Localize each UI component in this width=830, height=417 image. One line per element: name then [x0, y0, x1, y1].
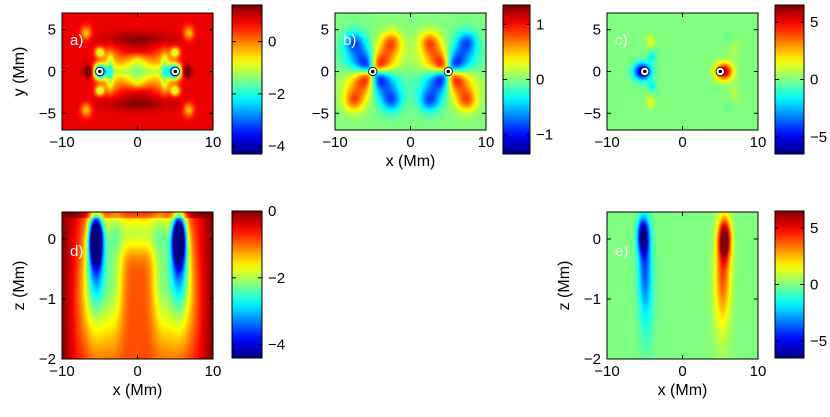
x-tick-label: 0	[406, 134, 414, 151]
y-tick-label: −5	[312, 105, 329, 122]
panel-d: −10 0 10−2−10x (Mm)z (Mm)d)−4−20	[11, 203, 285, 399]
x-tick-label: 10	[478, 134, 495, 151]
x-tick-label: −10	[49, 363, 74, 380]
panel-c: −10 0 10 −5 0 5 c) −5 0 5	[584, 4, 827, 155]
heatmap-c	[607, 13, 758, 130]
y-axis-label: y (Mm)	[11, 47, 28, 97]
colorbar-d	[231, 210, 263, 359]
y-tick-label: −2	[584, 351, 601, 368]
source-marker-core	[446, 69, 451, 74]
colorbar-tick-label: −4	[268, 337, 285, 354]
colorbar-tick-label: −5	[810, 333, 827, 350]
source-marker-core	[173, 69, 178, 74]
colorbar-tick-label: −5	[810, 129, 827, 146]
y-tick-label: 0	[321, 64, 329, 81]
colorbar-tick-label: 0	[268, 34, 276, 51]
y-tick-label: 0	[48, 231, 56, 248]
colorbar-b	[502, 4, 531, 155]
colorbar-tick-label: −1	[536, 127, 553, 144]
colorbar-tick-label: −4	[268, 138, 285, 155]
y-tick-label: 0	[593, 231, 601, 248]
heatmap-b	[335, 13, 486, 130]
heatmap-d	[62, 212, 213, 359]
panel-label: d)	[70, 243, 83, 260]
colorbar-tick-label: 0	[268, 203, 276, 220]
x-tick-label: −10	[322, 134, 347, 151]
x-tick-label: 0	[133, 134, 141, 151]
x-tick-label: 0	[678, 134, 686, 151]
colorbar-tick-label: −2	[268, 270, 285, 287]
x-axis-label: x (Mm)	[113, 382, 163, 399]
heatmap-e	[607, 212, 758, 359]
panel-label: c)	[615, 32, 628, 49]
y-tick-label: −5	[39, 105, 56, 122]
x-axis-label: x (Mm)	[386, 153, 436, 170]
y-tick-label: −1	[584, 291, 601, 308]
x-tick-label: 0	[678, 363, 686, 380]
colorbar-c	[774, 4, 805, 155]
y-axis-label: z (Mm)	[556, 261, 573, 311]
x-tick-label: 10	[750, 363, 767, 380]
y-tick-label: 5	[593, 22, 601, 39]
x-tick-label: 10	[205, 363, 222, 380]
x-tick-label: 10	[750, 134, 767, 151]
x-tick-label: 0	[133, 363, 141, 380]
panel-label: a)	[70, 32, 83, 49]
colorbar-tick-label: 1	[536, 16, 544, 33]
panel-label: b)	[343, 32, 356, 49]
y-tick-label: 0	[48, 64, 56, 81]
colorbar-a	[231, 4, 263, 155]
colorbar-e	[774, 210, 805, 359]
source-marker-core	[642, 69, 647, 74]
colorbar-tick-label: 0	[810, 277, 818, 294]
x-tick-label: −10	[49, 134, 74, 151]
x-tick-label: −10	[594, 134, 619, 151]
y-tick-label: 5	[321, 22, 329, 39]
y-tick-label: 5	[48, 22, 56, 39]
source-marker-core	[718, 69, 723, 74]
colorbar-tick-label: −2	[268, 86, 285, 103]
y-axis-label: z (Mm)	[11, 261, 28, 311]
x-axis-label: x (Mm)	[658, 382, 708, 399]
colorbar-tick-label: 5	[810, 14, 818, 31]
x-tick-label: 10	[205, 134, 222, 151]
y-tick-label: −2	[39, 351, 56, 368]
heatmap-a	[62, 13, 213, 130]
panel-e: −10 0 10−2−10x (Mm)z (Mm)e)−505	[556, 210, 827, 399]
y-tick-label: 0	[593, 64, 601, 81]
panel-a: −10 0 10 −5 0 5 y (Mm) a) −4 −2 0	[11, 4, 285, 155]
colorbar-tick-label: 0	[810, 72, 818, 89]
colorbar-tick-label: 5	[810, 220, 818, 237]
y-tick-label: −5	[584, 105, 601, 122]
y-tick-label: −1	[39, 291, 56, 308]
colorbar-tick-label: 0	[536, 72, 544, 89]
panel-label: e)	[615, 243, 628, 260]
source-marker-core	[370, 69, 375, 74]
source-marker-core	[97, 69, 102, 74]
x-tick-label: −10	[594, 363, 619, 380]
